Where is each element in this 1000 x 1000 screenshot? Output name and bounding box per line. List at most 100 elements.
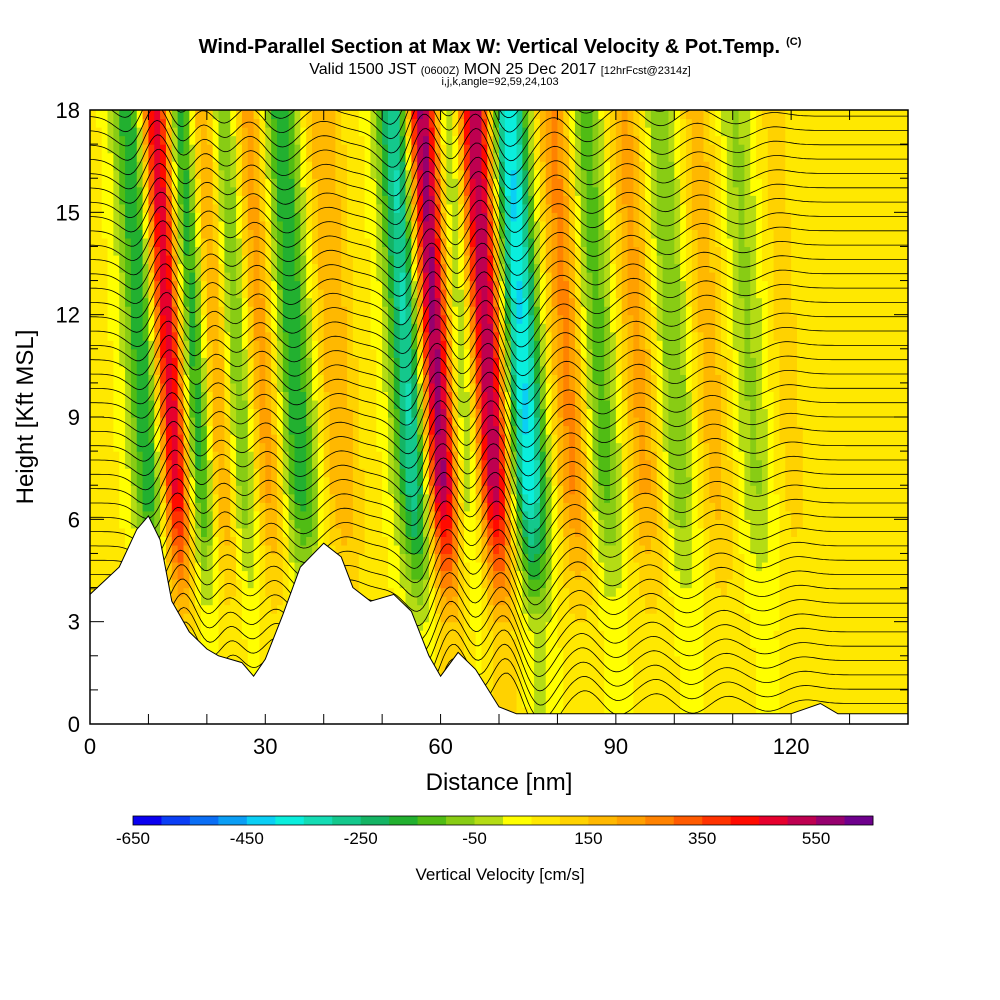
velocity-cell <box>259 544 266 674</box>
velocity-cell <box>469 280 477 307</box>
velocity-cell <box>130 127 138 350</box>
velocity-cell <box>610 263 617 333</box>
velocity-cell <box>411 297 418 324</box>
velocity-cell <box>715 246 722 375</box>
velocity-cell <box>440 621 448 682</box>
velocity-cell <box>411 323 418 350</box>
theta-contour <box>90 142 908 205</box>
velocity-cell <box>154 246 161 282</box>
velocity-cell <box>452 391 459 427</box>
velocity-cell <box>423 451 430 478</box>
velocity-cell <box>528 561 535 580</box>
velocity-cell <box>569 391 576 495</box>
velocity-cell <box>271 237 278 282</box>
velocity-cell <box>580 451 588 572</box>
velocity-cell <box>382 195 389 248</box>
velocity-cell <box>119 135 126 205</box>
velocity-cell <box>633 417 640 512</box>
velocity-cell <box>241 110 249 128</box>
velocity-cell <box>171 254 179 282</box>
velocity-cell <box>201 314 208 358</box>
velocity-cell <box>148 144 155 171</box>
velocity-cell <box>218 357 225 529</box>
velocity-cell <box>452 451 459 478</box>
velocity-cell <box>241 570 249 640</box>
velocity-cell <box>417 451 424 486</box>
theta-contour <box>90 414 908 477</box>
velocity-cell <box>165 561 173 589</box>
velocity-cell <box>393 408 401 461</box>
theta-contour <box>90 342 908 405</box>
velocity-cell <box>463 254 471 282</box>
velocity-cell <box>423 536 430 580</box>
velocity-cell <box>539 613 547 724</box>
velocity-cell <box>417 365 424 384</box>
velocity-cell <box>446 417 453 452</box>
velocity-cell <box>721 596 728 724</box>
velocity-cell <box>592 561 599 724</box>
velocity-cell <box>271 118 278 179</box>
velocity-cell <box>691 417 699 724</box>
velocity-cell <box>680 118 687 205</box>
velocity-cell <box>569 613 576 724</box>
velocity-cell <box>142 144 150 162</box>
velocity-cell <box>510 451 518 478</box>
velocity-cell <box>522 613 529 708</box>
velocity-cell <box>469 451 477 631</box>
velocity-cell <box>574 621 582 724</box>
velocity-cell <box>434 570 442 589</box>
velocity-cell <box>177 314 185 341</box>
velocity-cell <box>487 110 494 137</box>
colorbar-swatch <box>218 816 248 825</box>
velocity-cell <box>218 263 225 307</box>
velocity-cell <box>247 357 255 410</box>
velocity-cell <box>423 417 430 435</box>
colorbar-swatch <box>161 816 191 825</box>
y-tick-label: 6 <box>68 507 80 532</box>
velocity-cell <box>440 570 448 589</box>
velocity-cell <box>428 408 436 435</box>
colorbar-swatch <box>275 816 305 825</box>
velocity-cell <box>598 630 605 724</box>
colorbar-swatch <box>816 816 845 825</box>
velocity-cell <box>446 451 453 478</box>
velocity-cell <box>516 110 523 145</box>
theta-contour <box>90 170 908 233</box>
velocity-cell <box>756 297 763 461</box>
velocity-cell <box>452 476 459 563</box>
velocity-cell <box>411 144 418 162</box>
velocity-cell <box>545 331 553 384</box>
velocity-cell <box>604 596 611 724</box>
velocity-cell <box>545 476 553 580</box>
velocity-cell <box>685 391 693 478</box>
velocity-cell <box>458 502 465 724</box>
velocity-cell <box>347 536 354 606</box>
velocity-cell <box>639 596 646 724</box>
velocity-cell <box>504 391 512 410</box>
velocity-cell <box>405 195 412 222</box>
velocity-cell <box>627 502 634 665</box>
velocity-cell <box>773 630 781 640</box>
velocity-cell <box>785 510 792 724</box>
velocity-cell <box>534 306 541 341</box>
velocity-cell <box>499 434 506 469</box>
velocity-cell <box>142 340 150 512</box>
velocity-cell <box>312 399 319 469</box>
theta-contour <box>90 110 908 147</box>
velocity-cell <box>475 561 483 724</box>
velocity-cell <box>463 110 471 145</box>
velocity-cell <box>563 536 570 589</box>
velocity-cell <box>335 195 342 529</box>
velocity-cell <box>598 485 605 520</box>
velocity-cell <box>171 212 179 230</box>
y-tick-label: 9 <box>68 405 80 430</box>
velocity-cell <box>446 570 453 589</box>
velocity-cell <box>154 212 161 248</box>
velocity-cell <box>101 237 109 724</box>
velocity-cell <box>463 391 471 512</box>
velocity-cell <box>551 306 559 375</box>
velocity-cell <box>423 331 430 358</box>
velocity-cell <box>493 391 500 427</box>
velocity-cell <box>347 254 354 410</box>
velocity-cell <box>218 306 225 358</box>
